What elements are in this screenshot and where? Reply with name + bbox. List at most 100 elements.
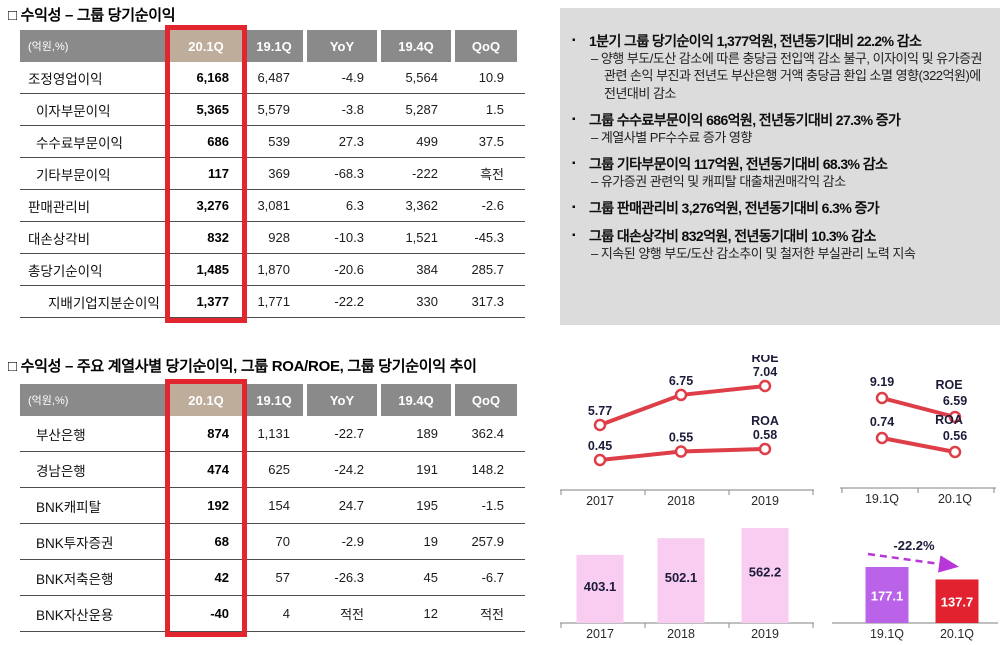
data-point — [875, 431, 889, 445]
cell: 5,579 — [257, 102, 290, 117]
cell: 37.5 — [478, 134, 504, 149]
bullet-icon: ▪ — [572, 113, 576, 125]
cell: 384 — [416, 262, 438, 277]
cell: -3.8 — [341, 102, 364, 117]
cell: 928 — [268, 230, 290, 245]
cell: 70 — [275, 534, 290, 549]
cell: 117 — [208, 166, 229, 181]
section1-title: □ 수익성 – 그룹 당기순이익 — [8, 7, 176, 24]
cell: -68.3 — [334, 166, 364, 181]
cell: 6,487 — [257, 70, 290, 85]
table-row: 조정영업이익 6,168 6,487 -4.9 5,564 10.9 — [20, 62, 525, 94]
bar-rect — [935, 579, 979, 623]
subsidiaries-net-income-table: (억원,%) 20.1Q 19.1Q YoY 19.4Q QoQ 부산은행 874 1,131 -… — [20, 379, 525, 637]
cell: 19 — [423, 534, 438, 549]
cell: 874 — [207, 426, 229, 441]
column-header-19.4Q: 19.4Q — [381, 384, 451, 416]
data-point — [674, 388, 688, 402]
axis-label: 2017 — [586, 627, 614, 641]
bar-rect — [865, 567, 909, 623]
cell: 1,870 — [257, 262, 290, 277]
row-label: 이자부문이익 — [36, 103, 111, 119]
note-sub: – 양행 부도/도산 감소에 따른 충당금 전입액 감소 불구, 이자이익 및 … — [591, 51, 982, 101]
axis-label: 2019 — [751, 627, 779, 641]
cell: 195 — [416, 498, 438, 513]
cell: 24.7 — [338, 498, 364, 513]
bullet-icon: ▪ — [572, 35, 576, 46]
cell: -1.5 — [481, 498, 504, 513]
note-item: ▪ 1분기 그룹 당기순이익 1,377억원, 전년동기대비 22.2% 감소 – … — [572, 32, 990, 102]
data-point — [758, 379, 772, 393]
cell: 317.3 — [471, 294, 504, 309]
cell: 적전 — [340, 607, 364, 622]
cell: 330 — [416, 294, 438, 309]
table-header-row: (억원,%) 20.1Q 19.1Q YoY 19.4Q QoQ — [20, 30, 525, 62]
column-header-YoY: YoY — [307, 30, 377, 62]
table-row: BNK저축은행 42 57 -26.3 45 -6.7 — [20, 560, 525, 596]
bar-2019: 562.2 — [741, 528, 789, 623]
cell: 3,362 — [405, 198, 438, 213]
cell: 3,276 — [196, 198, 229, 213]
cell: -22.7 — [334, 426, 364, 441]
data-point — [875, 391, 889, 405]
row-label: BNK자산운용 — [36, 607, 114, 623]
row-label: 지배기업지분순이익 — [48, 295, 160, 311]
cell: 285.7 — [471, 262, 504, 277]
cell: 4 — [282, 606, 290, 621]
cell: 625 — [268, 462, 290, 477]
series-name-label: ROE — [935, 378, 962, 392]
table-row: 대손상각비 832 928 -10.3 1,521 -45.3 — [20, 222, 525, 254]
bar-value-label: 562.2 — [749, 565, 782, 580]
bullet-icon: ▪ — [572, 202, 576, 214]
cell: 192 — [207, 498, 229, 513]
cell: 45 — [423, 570, 438, 585]
row-label: BNK저축은행 — [36, 571, 114, 587]
note-item: ▪ 그룹 기타부문이익 117억원, 전년동기대비 68.3% 감소 – 유가증권 … — [572, 155, 990, 190]
row-label: 총당기순이익 — [28, 263, 103, 279]
note-item: ▪ 그룹 수수료부문이익 686억원, 전년동기대비 27.3% 증가 – 계열사별… — [572, 111, 990, 146]
cell: 191 — [416, 462, 438, 477]
cell: 5,564 — [405, 70, 438, 85]
bar-value-label: 137.7 — [941, 595, 974, 610]
row-label: 판매관리비 — [28, 199, 91, 215]
column-header-19.1Q: 19.1Q — [245, 30, 303, 62]
bar-rect — [741, 528, 789, 623]
bar-2018: 502.1 — [657, 538, 705, 623]
bar-value-label: 177.1 — [871, 589, 904, 604]
column-header-QoQ: QoQ — [455, 30, 517, 62]
cell: 1,377 — [196, 294, 229, 309]
axis-label: 2018 — [667, 627, 695, 641]
line-series-ROA: 0.74 0.56 ROA — [870, 413, 967, 459]
note-head: 그룹 대손상각비 832억원, 전년동기대비 10.3% 감소 — [589, 227, 876, 244]
row-label: BNK캐피탈 — [36, 499, 102, 515]
bullet-icon: ▪ — [572, 158, 576, 169]
series-line — [881, 396, 956, 419]
cell: 362.4 — [471, 426, 504, 441]
table-row: BNK투자증권 68 70 -2.9 19 257.9 — [20, 524, 525, 560]
cell: 474 — [207, 462, 229, 477]
cell: 499 — [416, 134, 438, 149]
cell: 148.2 — [471, 462, 504, 477]
data-point — [758, 442, 772, 456]
cell: 1,521 — [405, 230, 438, 245]
axis-label: 19.1Q — [865, 492, 899, 506]
table-header-row: (억원,%) 20.1Q 19.1Q YoY 19.4Q QoQ — [20, 384, 525, 416]
cell: 6.3 — [345, 198, 364, 213]
data-point — [948, 445, 962, 459]
row-label: 부산은행 — [36, 427, 86, 443]
bar-rect — [657, 538, 705, 623]
value-label: 6.59 — [943, 394, 967, 408]
column-header-20.1Q: 20.1Q — [170, 384, 242, 416]
column-header-20.1Q: 20.1Q — [170, 30, 242, 62]
note-body: 1분기 그룹 당기순이익 1,377억원, 전년동기대비 22.2% 감소 – 양… — [589, 32, 990, 102]
cell: 3,081 — [257, 198, 290, 213]
cell: -2.9 — [341, 534, 364, 549]
table-unit-label: (억원,%) — [20, 30, 170, 62]
cell: 257.9 — [471, 534, 504, 549]
cell: -10.3 — [334, 230, 364, 245]
cell: 686 — [207, 134, 229, 149]
note-body: 그룹 기타부문이익 117억원, 전년동기대비 68.3% 감소 – 유가증권 관… — [589, 155, 888, 190]
